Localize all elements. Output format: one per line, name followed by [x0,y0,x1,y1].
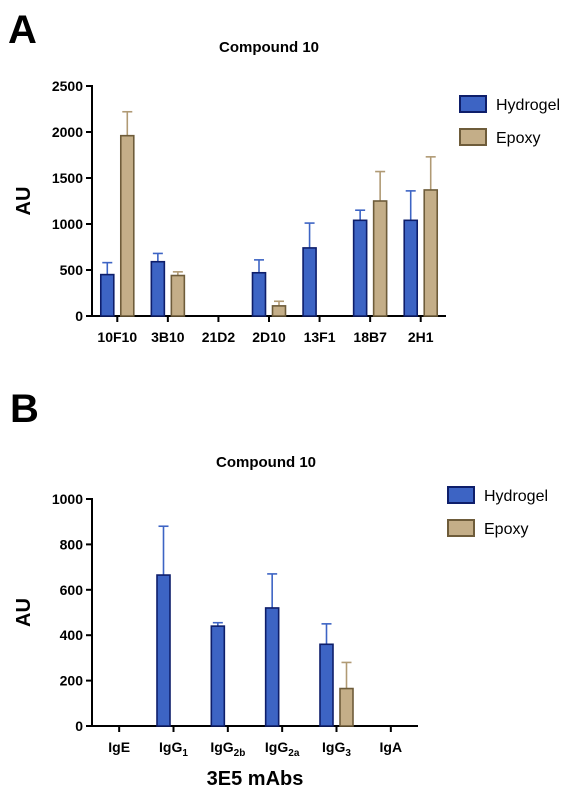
x-tick-label: IgG2a [265,739,300,759]
y-tick-label: 2500 [52,78,83,94]
x-tick-label-base: IgG [322,739,345,755]
x-tick-label: 2D10 [252,329,286,345]
legend-swatch-hydrogel [459,95,487,113]
y-axis-label: AU [13,598,35,627]
y-tick-label: 0 [75,308,83,324]
x-tick-label: 3B10 [151,329,185,345]
x-tick-label-subscript: 2b [234,748,246,759]
chart-title: Compound 10 [219,39,319,56]
x-axis-label: 3E5 mAbs [207,768,304,790]
y-tick-label: 1500 [52,170,83,186]
bar-hydrogel [264,607,280,727]
x-tick-label: IgG2b [210,739,245,759]
chart-title: Compound 10 [216,454,316,471]
y-tick-label: 200 [60,673,84,689]
x-tick-label: 13F1 [304,329,336,345]
y-tick-label: 0 [75,718,83,734]
bar-hydrogel [156,574,171,727]
x-tick-label-base: IgG [265,739,288,755]
bar-hydrogel [403,219,419,317]
legend-label-epoxy: Epoxy [484,521,528,538]
panel-letter-a: A [8,8,37,52]
panel-b: B Compound 10 AU 0 200 400 600 800 1000 IgE IgG1 I… [0,385,576,791]
legend-label-hydrogel: Hydrogel [496,97,560,114]
x-tick-label: IgE [108,739,130,755]
panel-letter-b: B [10,387,39,431]
x-tick-label: 2H1 [408,329,434,345]
bar-epoxy [170,274,186,317]
x-tick-label: IgA [380,739,403,755]
legend-label-epoxy: Epoxy [496,130,540,147]
bar-hydrogel [150,260,166,317]
x-tick-label: 21D2 [202,329,236,345]
legend-swatch-epoxy [459,128,487,146]
x-tick-label-base: IgE [108,739,130,755]
panel-a: A Compound 10 AU 0 500 1000 1500 2000 2500 10F10… [0,0,576,385]
x-tick-label-base: IgG [210,739,233,755]
bar-epoxy [271,305,287,317]
y-tick-label: 2000 [52,124,83,140]
y-tick-label: 800 [60,536,84,552]
legend-swatch-epoxy [447,519,475,537]
bar-hydrogel [302,247,317,317]
x-tick-label: IgG1 [159,739,188,759]
bar-hydrogel [319,643,334,727]
chart-a: Compound 10 AU 0 500 1000 1500 2000 2500 10F10 3B… [13,39,560,345]
y-tick-label: 1000 [52,491,83,507]
x-tick-label-subscript: 2a [288,748,300,759]
legend-swatch-hydrogel [447,486,475,504]
y-tick-label: 400 [60,627,84,643]
y-axis-label: AU [13,187,35,216]
bar-hydrogel [210,625,226,727]
x-tick-label-subscript: 3 [345,748,351,759]
bar-epoxy [339,687,354,727]
y-tick-label: 500 [60,262,84,278]
x-tick-label: 18B7 [353,329,387,345]
x-tick-label-base: IgG [159,739,182,755]
bar-hydrogel [99,273,115,317]
bar-epoxy [372,200,388,317]
y-tick-label: 1000 [52,216,83,232]
x-tick-label-subscript: 1 [182,748,188,759]
bar-epoxy [423,189,439,317]
x-tick-label-base: IgA [380,739,403,755]
y-tick-label: 600 [60,582,84,598]
bar-hydrogel [352,219,368,317]
bar-hydrogel [251,271,267,317]
x-tick-label: IgG3 [322,739,351,759]
bar-epoxy [119,134,135,317]
legend-label-hydrogel: Hydrogel [484,488,548,505]
x-tick-label: 10F10 [97,329,137,345]
